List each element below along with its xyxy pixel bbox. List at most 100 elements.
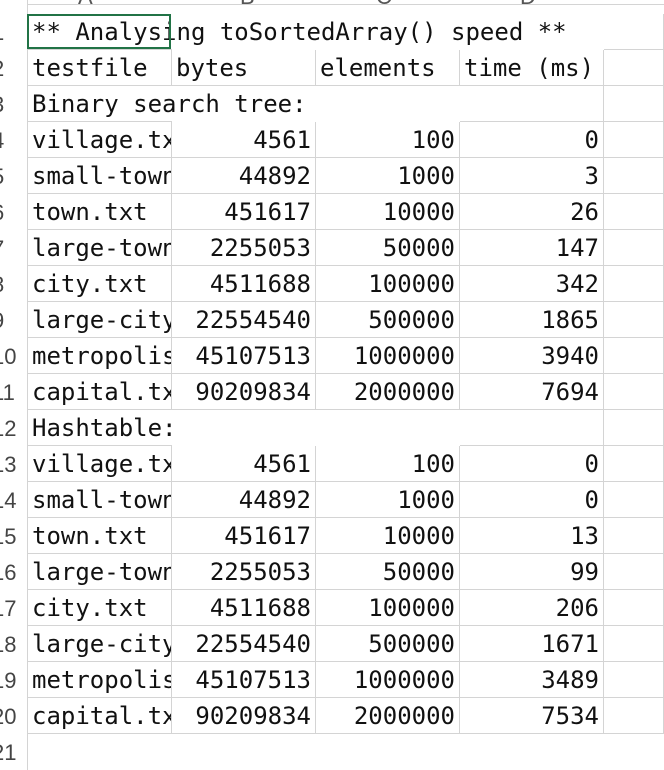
empty-cell[interactable]	[604, 374, 664, 410]
cell-bytes[interactable]: 4561	[172, 446, 316, 482]
cell-bytes[interactable]: 22554540	[172, 302, 316, 338]
cell-time[interactable]: 26	[460, 194, 604, 230]
row-number[interactable]: 18	[0, 632, 17, 657]
cell-testfile[interactable]: village.txt	[28, 122, 172, 158]
cell-testfile[interactable]: capital.txt	[28, 374, 172, 410]
cell-elements[interactable]: 2000000	[316, 698, 460, 734]
cell-time[interactable]: 3489	[460, 662, 604, 698]
row-number[interactable]: 1	[0, 20, 12, 46]
cell-time[interactable]: 1865	[460, 302, 604, 338]
cell-time[interactable]: 7694	[460, 374, 604, 410]
cell-bytes[interactable]: 44892	[172, 482, 316, 518]
empty-cell[interactable]	[604, 590, 664, 626]
header-elements[interactable]: elements	[316, 50, 460, 86]
cell-bytes[interactable]: 22554540	[172, 626, 316, 662]
cell-bytes[interactable]: 44892	[172, 158, 316, 194]
empty-cell[interactable]	[604, 554, 664, 590]
empty-cell[interactable]	[460, 410, 604, 446]
empty-cell[interactable]	[604, 302, 664, 338]
cell-elements[interactable]: 1000000	[316, 338, 460, 374]
empty-cell[interactable]	[604, 122, 664, 158]
cell-elements[interactable]: 10000	[316, 518, 460, 554]
cell-bytes[interactable]: 2255053	[172, 554, 316, 590]
row-number[interactable]: 13	[0, 452, 17, 477]
cell-testfile[interactable]: village.txt	[28, 446, 172, 482]
cell-bytes[interactable]: 451617	[172, 518, 316, 554]
empty-cell[interactable]	[604, 230, 664, 266]
row-number[interactable]: 14	[0, 488, 17, 513]
cell-time[interactable]: 7534	[460, 698, 604, 734]
cell-time[interactable]: 1671	[460, 626, 604, 662]
header-time[interactable]: time (ms)	[460, 50, 604, 86]
empty-cell[interactable]	[604, 662, 664, 698]
row-number[interactable]: 17	[0, 596, 17, 621]
row-number[interactable]: 7	[0, 236, 12, 262]
column-header-d[interactable]: D	[520, 0, 536, 10]
row-number[interactable]: 3	[0, 92, 12, 118]
cell-elements[interactable]: 100	[316, 446, 460, 482]
row-number[interactable]: 21	[0, 740, 17, 765]
cell-time[interactable]: 0	[460, 482, 604, 518]
column-header-b[interactable]: B	[240, 0, 255, 10]
cell-elements[interactable]: 1000000	[316, 662, 460, 698]
cell-testfile[interactable]: small-town.txt	[28, 482, 172, 518]
column-header-a[interactable]: A	[78, 0, 93, 10]
row-number[interactable]: 9	[0, 308, 12, 334]
cell-testfile[interactable]: large-town.txt	[28, 554, 172, 590]
empty-cell[interactable]	[604, 50, 664, 86]
cell-elements[interactable]: 10000	[316, 194, 460, 230]
cell-bytes[interactable]: 45107513	[172, 662, 316, 698]
row-number[interactable]: 19	[0, 668, 17, 693]
empty-cell[interactable]	[604, 86, 664, 122]
cell-time[interactable]: 0	[460, 446, 604, 482]
cell-bytes[interactable]: 2255053	[172, 230, 316, 266]
section-label[interactable]: Hashtable:	[28, 410, 177, 446]
cell-bytes[interactable]: 90209834	[172, 698, 316, 734]
empty-cell[interactable]	[604, 194, 664, 230]
cell-elements[interactable]: 1000	[316, 482, 460, 518]
empty-cell[interactable]	[604, 410, 664, 446]
cell-bytes[interactable]: 451617	[172, 194, 316, 230]
cell-testfile[interactable]: large-city.txt	[28, 626, 172, 662]
empty-cell[interactable]	[604, 158, 664, 194]
cell-elements[interactable]: 500000	[316, 626, 460, 662]
empty-cell[interactable]	[604, 698, 664, 734]
cell-testfile[interactable]: town.txt	[28, 194, 172, 230]
empty-cell[interactable]	[604, 446, 664, 482]
cell-testfile[interactable]: metropolis.txt	[28, 662, 172, 698]
cell-testfile[interactable]: town.txt	[28, 518, 172, 554]
row-number[interactable]: 11	[0, 380, 15, 405]
row-number[interactable]: 5	[0, 164, 12, 190]
cell-elements[interactable]: 1000	[316, 158, 460, 194]
empty-cell[interactable]	[604, 14, 664, 50]
empty-cell[interactable]	[460, 86, 604, 122]
header-testfile[interactable]: testfile	[28, 50, 172, 86]
row-number[interactable]: 6	[0, 200, 12, 226]
row-number[interactable]: 10	[0, 344, 17, 369]
cell-testfile[interactable]: large-city.txt	[28, 302, 172, 338]
empty-cell[interactable]	[604, 266, 664, 302]
header-bytes[interactable]: bytes	[172, 50, 316, 86]
row-number[interactable]: 12	[0, 416, 17, 441]
cell-elements[interactable]: 2000000	[316, 374, 460, 410]
cell-time[interactable]: 13	[460, 518, 604, 554]
cell-elements[interactable]: 100000	[316, 266, 460, 302]
empty-cell[interactable]	[604, 518, 664, 554]
cell-elements[interactable]: 100000	[316, 590, 460, 626]
cell-testfile[interactable]: capital.txt	[28, 698, 172, 734]
cell-elements[interactable]: 50000	[316, 230, 460, 266]
cell-time[interactable]: 147	[460, 230, 604, 266]
cell-testfile[interactable]: city.txt	[28, 590, 172, 626]
cell-elements[interactable]: 50000	[316, 554, 460, 590]
cell-testfile[interactable]: metropolis.txt	[28, 338, 172, 374]
cell-testfile[interactable]: city.txt	[28, 266, 172, 302]
cell-elements[interactable]: 100	[316, 122, 460, 158]
row-number[interactable]: 15	[0, 524, 17, 549]
cell-testfile[interactable]: large-town.txt	[28, 230, 172, 266]
cell-time[interactable]: 3	[460, 158, 604, 194]
cell-bytes[interactable]: 90209834	[172, 374, 316, 410]
cell-bytes[interactable]: 45107513	[172, 338, 316, 374]
cell-time[interactable]: 0	[460, 122, 604, 158]
section-label[interactable]: Binary search tree:	[28, 86, 307, 122]
title-cell[interactable]: ** Analysing toSortedArray() speed **	[28, 14, 567, 50]
